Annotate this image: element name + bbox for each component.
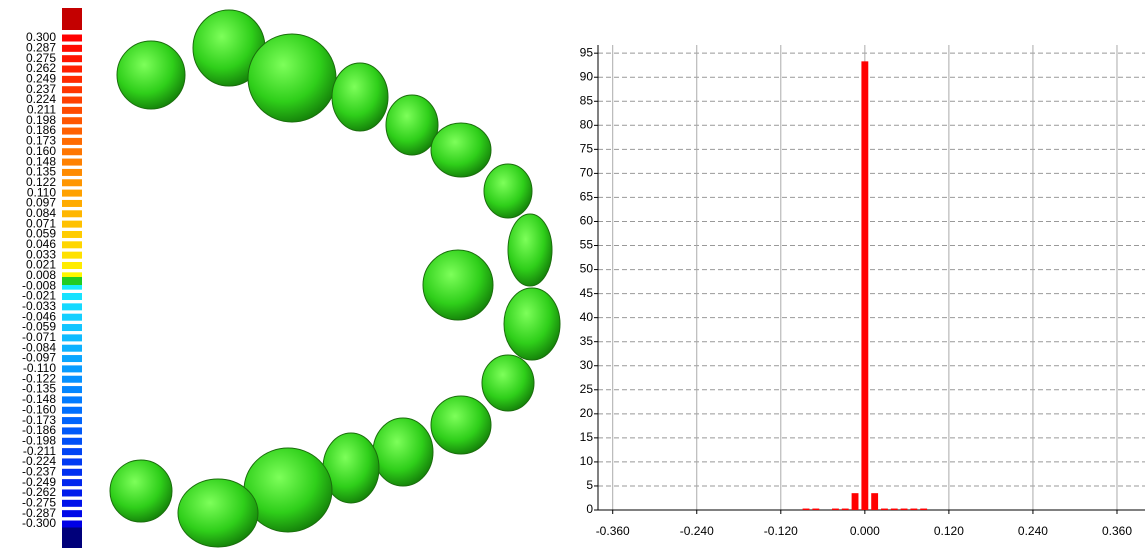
- scale-swatch: [62, 407, 82, 414]
- y-tick-label: 70: [580, 166, 594, 180]
- histogram: 0 5 10 15 20 25 30 35 40 45 50 55 60 65 70 75 80 85 90 95 -0…: [580, 45, 1145, 538]
- y-tick-label: 55: [580, 238, 594, 252]
- scale-swatch: [62, 324, 82, 331]
- bar: [812, 509, 819, 510]
- scale-swatch: [62, 179, 82, 186]
- y-tick-label: 40: [580, 310, 594, 324]
- scale-swatch: [62, 45, 82, 52]
- y-tick-label: 65: [580, 190, 594, 204]
- scale-swatch: [62, 469, 82, 476]
- scale-swatch: [62, 427, 82, 434]
- y-tick-label: 25: [580, 382, 594, 396]
- scale-swatch: [62, 458, 82, 465]
- y-tick-label: 35: [580, 334, 594, 348]
- y-tick-label: 20: [580, 406, 594, 420]
- scale-end: [62, 527, 82, 548]
- scale-swatch: [62, 252, 82, 259]
- scale-swatch: [62, 262, 82, 269]
- y-tick-label: 30: [580, 358, 594, 372]
- scale-swatch: [62, 221, 82, 228]
- bar: [852, 493, 859, 510]
- scale-swatch: [62, 117, 82, 124]
- bar: [861, 61, 868, 510]
- y-tick-label: 80: [580, 117, 594, 131]
- scale-label: -0.300: [22, 516, 56, 530]
- y-tick-label: 75: [580, 142, 594, 156]
- scale-swatch: [62, 86, 82, 93]
- y-tick-label: 95: [580, 45, 594, 59]
- bar: [832, 509, 839, 510]
- scale-swatch: [62, 210, 82, 217]
- y-tick-label: 45: [580, 286, 594, 300]
- x-tick-label: -0.360: [596, 524, 630, 538]
- scale-swatch: [62, 231, 82, 238]
- scale-swatch: [62, 138, 82, 145]
- scale-swatch: [62, 417, 82, 424]
- scale-swatch: [62, 55, 82, 62]
- x-tick-label: 0.000: [850, 524, 880, 538]
- screen: 0.3000.2870.2750.2620.2490.2370.2240.211…: [0, 0, 1145, 548]
- dental-model: [110, 10, 560, 547]
- scale-swatch: [62, 355, 82, 362]
- scale-swatch: [62, 345, 82, 352]
- y-tick-label: 5: [586, 478, 593, 492]
- scale-swatch: [62, 241, 82, 248]
- scale-swatch: [62, 386, 82, 393]
- scale-swatch: [62, 303, 82, 310]
- y-tick-label: 10: [580, 454, 594, 468]
- x-tick-label: -0.240: [680, 524, 714, 538]
- scale-swatch: [62, 314, 82, 321]
- scale-zero: [62, 277, 82, 285]
- y-tick-label: 15: [580, 430, 594, 444]
- bar: [842, 509, 849, 510]
- bar: [881, 509, 888, 510]
- y-tick-label: 90: [580, 69, 594, 83]
- scale-swatch: [62, 396, 82, 403]
- x-tick-label: 0.120: [934, 524, 964, 538]
- y-tick-label: 50: [580, 262, 594, 276]
- scale-swatch: [62, 489, 82, 496]
- scale-swatch: [62, 128, 82, 135]
- scale-swatch: [62, 438, 82, 445]
- scale-swatch: [62, 510, 82, 517]
- scale-swatch: [62, 35, 82, 42]
- scale-swatch: [62, 76, 82, 83]
- scale-swatch: [62, 190, 82, 197]
- scale-swatch: [62, 107, 82, 114]
- y-tick-label: 85: [580, 93, 594, 107]
- scale-swatch: [62, 334, 82, 341]
- x-tick-label: -0.120: [764, 524, 798, 538]
- x-tick-label: 0.360: [1102, 524, 1132, 538]
- bar: [803, 509, 810, 510]
- scale-swatch: [62, 479, 82, 486]
- scale-swatch: [62, 169, 82, 176]
- scale-swatch: [62, 66, 82, 73]
- color-scale: 0.3000.2870.2750.2620.2490.2370.2240.211…: [22, 8, 82, 548]
- scale-swatch: [62, 97, 82, 104]
- y-tick-label: 60: [580, 214, 594, 228]
- bar: [891, 509, 898, 510]
- scale-swatch: [62, 365, 82, 372]
- bar: [920, 509, 927, 510]
- scale-swatch: [62, 148, 82, 155]
- scale-swatch: [62, 448, 82, 455]
- scale-swatch: [62, 200, 82, 207]
- scale-swatch: [62, 376, 82, 383]
- scale-swatch: [62, 293, 82, 300]
- bar: [871, 493, 878, 510]
- x-tick-label: 0.240: [1018, 524, 1048, 538]
- scale-swatch: [62, 159, 82, 166]
- y-tick-label: 0: [586, 502, 593, 516]
- scale-end: [62, 8, 82, 30]
- bar: [901, 509, 908, 510]
- bar: [910, 509, 917, 510]
- scale-swatch: [62, 521, 82, 528]
- scale-swatch: [62, 500, 82, 507]
